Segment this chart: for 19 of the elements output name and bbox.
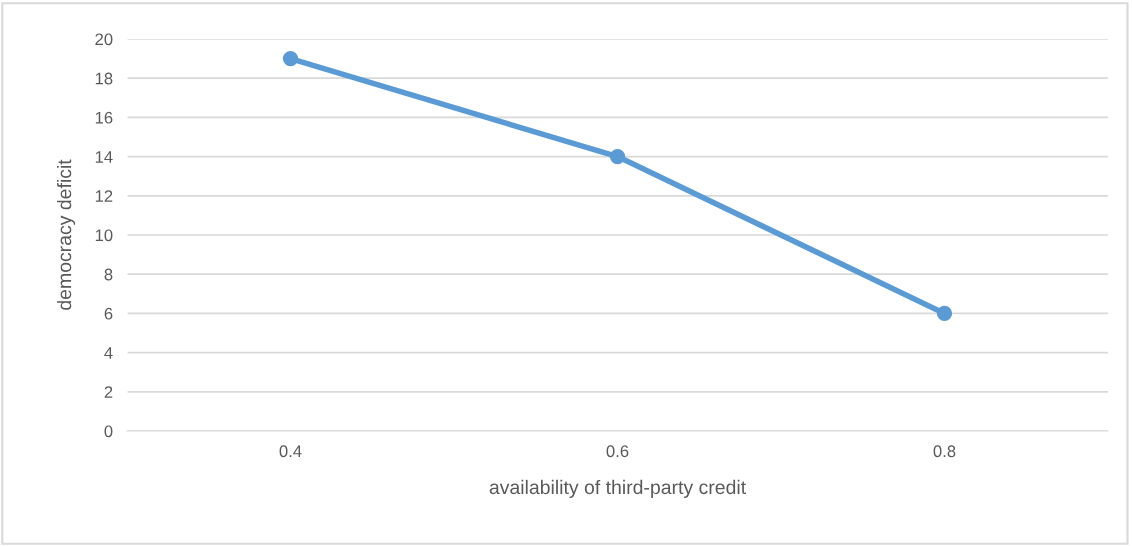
point: [936, 305, 953, 322]
y-tick-label: 14: [95, 151, 113, 163]
point: [609, 148, 626, 165]
y-tick-label: 6: [104, 307, 113, 320]
y-tick-label: 20: [95, 33, 113, 46]
y-tick-label: 4: [104, 347, 113, 359]
y-tick-label: 12: [95, 190, 113, 202]
y-tick-label: 10: [95, 229, 113, 242]
x-tick-label: 0.8: [933, 445, 956, 458]
y-axis-title: democracy deficit: [57, 159, 76, 310]
y-tick-label: 16: [95, 111, 113, 124]
x-tick-label: 0.6: [606, 445, 629, 458]
y-tick-label: 8: [104, 268, 113, 281]
point: [282, 50, 299, 67]
y-tick-label: 0: [104, 425, 113, 438]
x-tick-label: 0.4: [279, 445, 302, 458]
x-axis-title: availability of third-party credit: [489, 479, 746, 498]
y-tick-label: 18: [95, 72, 113, 85]
y-tick-label: 2: [104, 386, 113, 398]
